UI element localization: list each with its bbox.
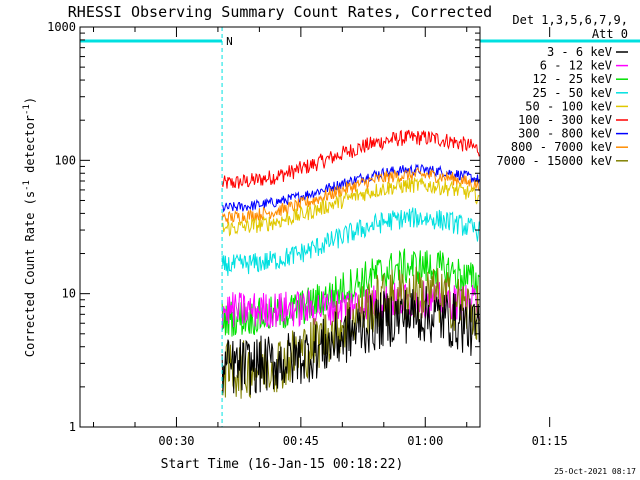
footer-timestamp: 25-Oct-2021 08:17 (554, 467, 636, 476)
series-line-2 (221, 166, 480, 224)
series-line-8 (221, 286, 480, 395)
legend-label: 50 - 100 keV (525, 99, 612, 113)
series-line-3 (221, 176, 480, 237)
series-line-4 (221, 207, 480, 277)
legend-label: 12 - 25 keV (533, 72, 612, 86)
plot-frame (79, 26, 481, 428)
legend-label: 800 - 7000 keV (511, 140, 612, 154)
legend-label: 100 - 300 keV (518, 113, 612, 127)
x-tick-label: 01:00 (407, 434, 443, 448)
legend-label: 300 - 800 keV (518, 127, 612, 141)
legend-label: 25 - 50 keV (533, 86, 612, 100)
x-tick-label: 00:45 (283, 434, 319, 448)
legend-label: 7000 - 15000 keV (496, 154, 612, 168)
x-axis-label: Start Time (16-Jan-15 00:18:22) (161, 457, 404, 472)
legend-label: 6 - 12 keV (540, 59, 612, 73)
series-line-5 (221, 248, 480, 337)
night-label: N (226, 35, 233, 48)
y-axis-label: Corrected Count Rate (s-1 detector-1) (22, 97, 37, 357)
y-axis-ticks: 1 10 100 1000 (47, 20, 480, 434)
chart-title: RHESSI Observing Summary Count Rates, Co… (68, 3, 492, 21)
x-tick-label: 00:30 (158, 434, 194, 448)
legend-header-attenuator: Att 0 (592, 27, 628, 41)
y-tick-label: 100 (54, 153, 76, 167)
y-tick-label: 1 (69, 420, 76, 434)
series-line-0 (221, 129, 480, 189)
x-tick-label: 01:15 (532, 434, 568, 448)
legend-header-detectors: Det 1,3,5,6,7,9, (512, 13, 628, 27)
series-layer (221, 129, 480, 399)
y-tick-label: 10 (62, 287, 76, 301)
legend-label: 3 - 6 keV (547, 45, 612, 59)
y-tick-label: 1000 (47, 20, 76, 34)
series-line-1 (221, 163, 480, 213)
